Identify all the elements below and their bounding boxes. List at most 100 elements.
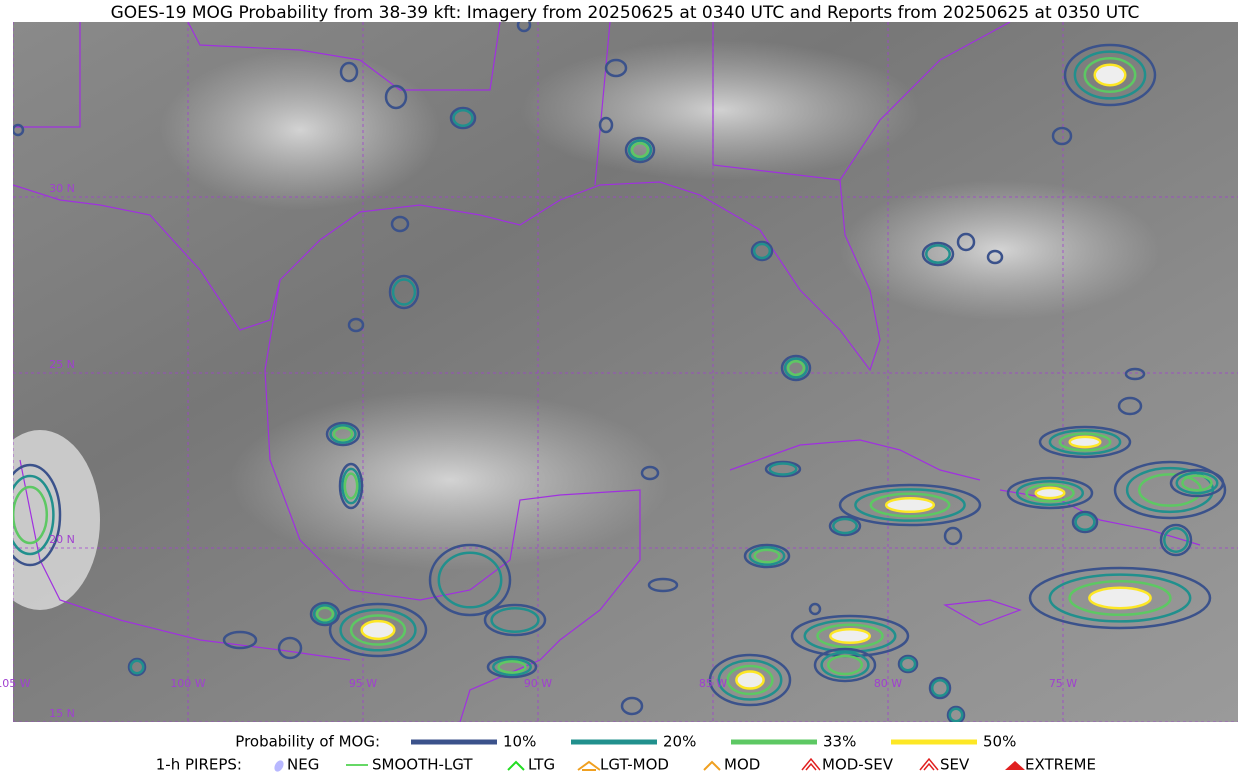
- mog-contour: [129, 659, 145, 675]
- mog-contour: [598, 116, 614, 134]
- mog-contour: [752, 242, 772, 260]
- mog-contour: [13, 474, 55, 556]
- mog-contour: [1088, 586, 1152, 610]
- longitude-label: 95 W: [349, 677, 377, 690]
- mog-contour: [640, 465, 660, 481]
- mog-contour: [490, 607, 540, 633]
- mog-contour: [921, 241, 955, 267]
- pirep-icon: [703, 760, 721, 771]
- mog-contour: [13, 485, 49, 545]
- latitude-label: 25 N: [49, 358, 75, 371]
- coastline: [943, 599, 1022, 626]
- cloud: [160, 50, 440, 210]
- mog-contour: [328, 602, 428, 658]
- mog-contour: [1117, 396, 1143, 416]
- mog-contour: [1015, 480, 1085, 506]
- mog-contour: [1074, 512, 1096, 532]
- pirep-label: MOD-SEV: [822, 756, 894, 774]
- mog-contour: [1068, 435, 1102, 449]
- longitude-label: 80 W: [874, 677, 902, 690]
- mog-contour: [764, 460, 802, 478]
- mog-contour: [956, 232, 976, 252]
- mog-contour: [735, 670, 765, 690]
- mog-contour: [1038, 425, 1132, 459]
- mog-contour: [930, 678, 950, 698]
- mog-contour: [449, 106, 477, 130]
- mog-contour: [948, 707, 964, 722]
- mog-contour: [897, 654, 919, 674]
- mog-contour: [277, 636, 303, 660]
- mog-contour: [780, 354, 812, 382]
- legend-label: 20%: [663, 733, 696, 751]
- borders: [13, 22, 841, 186]
- mog-contour: [1159, 523, 1193, 557]
- mog-contour: [1034, 486, 1066, 500]
- cloud: [230, 390, 670, 570]
- pirep-label: LGT-MOD: [600, 756, 669, 774]
- pirep-label: EXTREME: [1025, 756, 1096, 774]
- map: [13, 22, 1238, 722]
- mog-contour: [1073, 50, 1147, 100]
- longitude-label: 75 W: [1049, 677, 1077, 690]
- longitude-label: 105 W: [0, 677, 31, 690]
- mog-contour: [349, 614, 407, 646]
- mog-contour: [786, 360, 806, 376]
- pirep-icon: [274, 760, 284, 772]
- pirep-icon: [577, 760, 601, 771]
- mog-contour: [1068, 579, 1172, 617]
- mog-contour: [1181, 474, 1213, 492]
- mog-contour: [390, 215, 410, 233]
- mog-contour: [750, 240, 774, 262]
- mog-contour: [1063, 43, 1157, 107]
- mog-contour: [516, 22, 532, 33]
- mog-contour: [492, 657, 532, 677]
- mog-contour: [483, 603, 547, 637]
- mog-contour: [1071, 510, 1099, 534]
- mog-contour: [428, 543, 512, 617]
- mog-contour: [808, 602, 822, 616]
- mog-contour: [13, 123, 25, 137]
- mog-contour: [899, 656, 917, 672]
- mog-contour: [1048, 573, 1192, 623]
- pirep-label: SEV: [940, 756, 970, 774]
- latitude-label: 30 N: [49, 182, 75, 195]
- mog-contour: [820, 651, 870, 679]
- pirep-label: NEG: [287, 756, 319, 774]
- mog-contour: [1051, 126, 1073, 146]
- mog-contour: [783, 357, 809, 379]
- mog-contour: [946, 705, 966, 722]
- mog-contour: [884, 496, 936, 514]
- mog-contour: [1175, 471, 1219, 495]
- latitude-label: 15 N: [49, 707, 75, 720]
- mog-contour: [1048, 429, 1122, 455]
- pirep-legend-title: 1-h PIREPS:: [156, 756, 242, 774]
- longitude-label: 90 W: [524, 677, 552, 690]
- mog-contour: [347, 317, 365, 333]
- mog-contour: [486, 655, 538, 679]
- longitude-label: 85 W: [699, 677, 727, 690]
- mog-contour: [338, 462, 364, 510]
- mog-contour: [360, 619, 396, 641]
- mog-contour: [341, 467, 361, 505]
- mog-contour: [388, 274, 420, 310]
- pirep-icon: [507, 760, 525, 771]
- mog-contour: [753, 548, 781, 564]
- mog-contour: [943, 526, 963, 546]
- mog-contour: [1025, 483, 1075, 503]
- mog-contour: [437, 551, 503, 609]
- mog-contour: [627, 139, 653, 161]
- mog-contour: [1083, 56, 1137, 94]
- mog-contour: [329, 424, 357, 444]
- coastline: [729, 439, 981, 481]
- mog-contour: [826, 654, 864, 676]
- mog-contour: [925, 244, 951, 264]
- mog-contour: [339, 608, 417, 652]
- mog-contour: [816, 623, 884, 649]
- legend-title: Probability of MOG:: [235, 733, 380, 751]
- mog-contour: [1028, 566, 1212, 630]
- mog-contour: [986, 249, 1004, 265]
- pirep-icon: [801, 757, 821, 771]
- mog-contour: [1169, 468, 1225, 498]
- mog-contour: [829, 627, 871, 645]
